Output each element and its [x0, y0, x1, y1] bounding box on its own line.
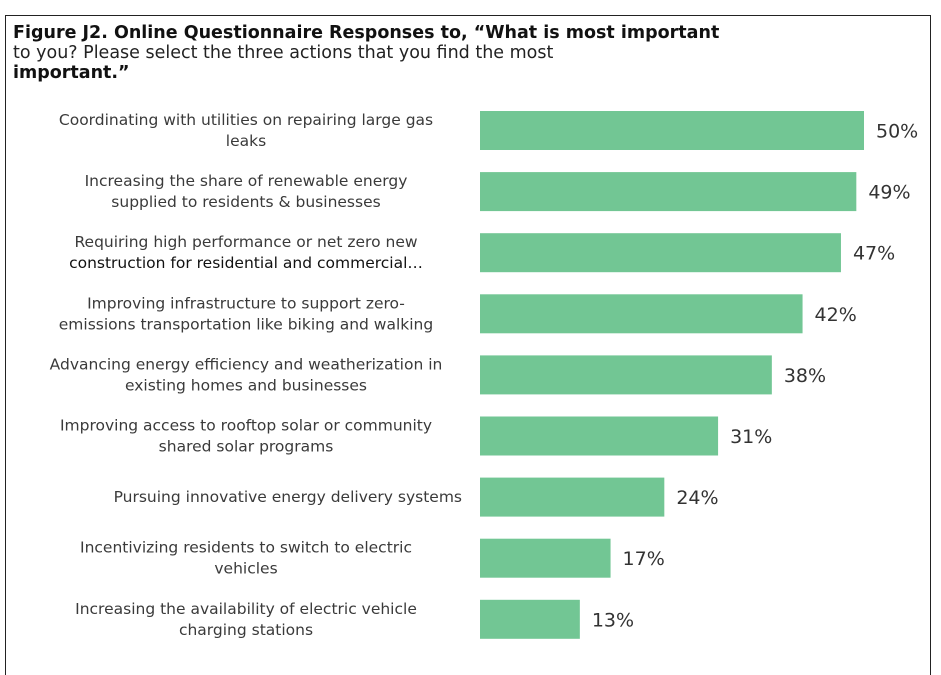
- category-label-4-line-1: Improving infrastructure to support zero…: [87, 294, 405, 312]
- category-label-4: Improving infrastructure to support zero…: [59, 294, 433, 333]
- figure-title: Figure J2. Online Questionnaire Response…: [13, 23, 773, 83]
- category-label-2-line-2: supplied to residents & businesses: [111, 193, 380, 211]
- category-label-5: Advancing energy efficiency and weatheri…: [50, 355, 443, 394]
- value-label-9: 13%: [592, 609, 634, 631]
- category-label-4-line-2: emissions transportation like biking and…: [59, 315, 433, 333]
- category-label-2-line-1: Increasing the share of renewable energy: [85, 172, 408, 190]
- value-label-8: 17%: [623, 548, 665, 570]
- bar-7: [480, 477, 665, 517]
- bar-6: [480, 416, 719, 456]
- value-label-2: 49%: [868, 182, 910, 204]
- title-line-1: Figure J2. Online Questionnaire Response…: [13, 23, 720, 43]
- title-line-3: important.”: [13, 63, 130, 83]
- bar-1: [480, 111, 864, 150]
- category-label-9-line-1: Increasing the availability of electric …: [75, 600, 417, 618]
- category-label-8-line-1: Incentivizing residents to switch to ele…: [80, 539, 412, 557]
- category-label-1-line-1: Coordinating with utilities on repairing…: [59, 111, 433, 129]
- category-label-3: Requiring high performance or net zero n…: [69, 233, 423, 272]
- category-label-2: Increasing the share of renewable energy…: [85, 172, 408, 211]
- category-label-5-line-1: Advancing energy efficiency and weatheri…: [50, 355, 443, 373]
- category-label-5-line-2: existing homes and businesses: [125, 376, 367, 394]
- category-label-1: Coordinating with utilities on repairing…: [59, 111, 433, 150]
- bar-4: [480, 294, 803, 334]
- category-label-3-line-2: construction for residential and commerc…: [69, 254, 423, 272]
- category-label-6-line-2: shared solar programs: [159, 438, 334, 456]
- bar-5: [480, 355, 772, 395]
- bar-8: [480, 538, 611, 578]
- bar-3: [480, 233, 841, 273]
- value-label-3: 47%: [853, 243, 895, 265]
- title-line-2: to you? Please select the three actions …: [13, 43, 554, 63]
- category-label-1-line-2: leaks: [226, 132, 266, 150]
- category-label-8: Incentivizing residents to switch to ele…: [80, 539, 412, 578]
- category-label-7-line-1: Pursuing innovative energy delivery syst…: [114, 488, 462, 506]
- bar-9: [480, 599, 580, 639]
- value-label-4: 42%: [815, 304, 857, 326]
- category-label-8-line-2: vehicles: [214, 560, 277, 578]
- category-label-6: Improving access to rooftop solar or com…: [60, 417, 432, 456]
- category-label-9-line-2: charging stations: [179, 621, 313, 639]
- category-label-6-line-1: Improving access to rooftop solar or com…: [60, 417, 432, 435]
- bar-2: [480, 172, 857, 212]
- category-label-3-line-1: Requiring high performance or net zero n…: [74, 233, 417, 251]
- value-label-5: 38%: [784, 365, 826, 387]
- value-label-6: 31%: [730, 426, 772, 448]
- value-label-7: 24%: [676, 487, 718, 509]
- figure-frame: [5, 15, 931, 675]
- category-label-9: Increasing the availability of electric …: [75, 600, 417, 639]
- value-label-1: 50%: [876, 121, 918, 143]
- category-label-7: Pursuing innovative energy delivery syst…: [114, 488, 462, 506]
